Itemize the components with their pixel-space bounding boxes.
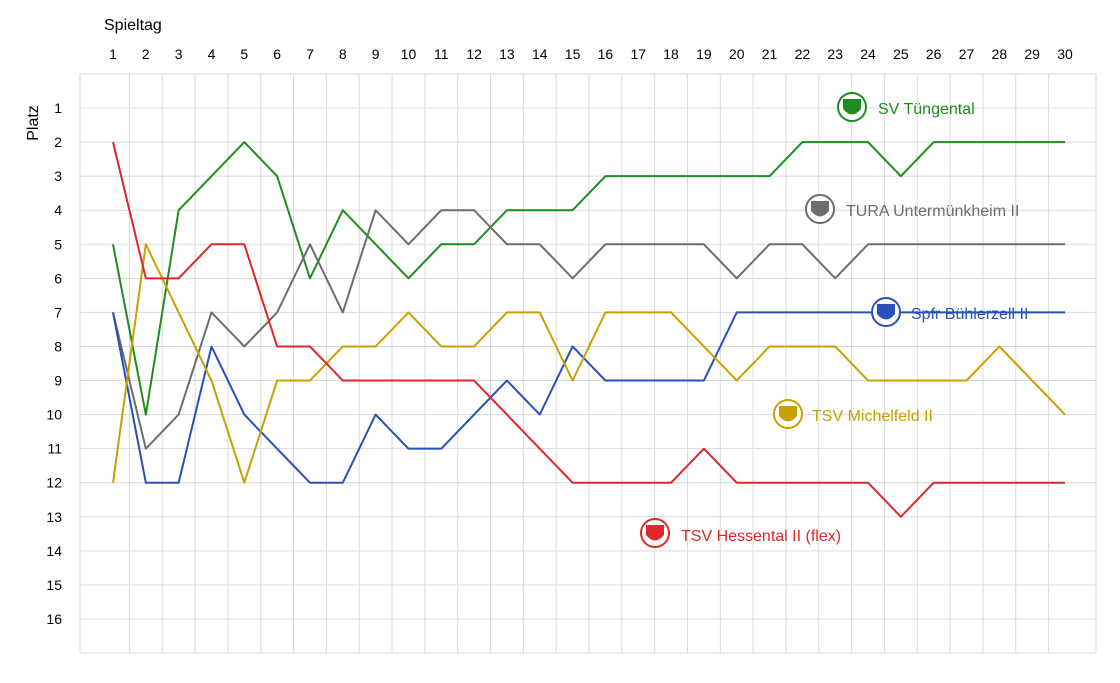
- y-tick-label: 8: [54, 338, 62, 354]
- x-tick-label: 4: [208, 46, 216, 62]
- x-tick-label: 11: [434, 46, 449, 62]
- x-tick-label: 25: [893, 46, 909, 62]
- sv-tuengental-logo: [837, 92, 867, 122]
- x-tick-label: 21: [762, 46, 778, 62]
- x-tick-label: 2: [142, 46, 150, 62]
- x-tick-label: 26: [926, 46, 942, 62]
- series-label: TSV Hessental II (flex): [681, 528, 841, 545]
- x-tick-label: 8: [339, 46, 347, 62]
- x-tick-label: 28: [992, 46, 1008, 62]
- x-tick-label: 6: [273, 46, 281, 62]
- x-tick-label: 19: [696, 46, 712, 62]
- y-tick-label: 6: [54, 270, 62, 286]
- y-tick-label: 12: [46, 475, 62, 491]
- series-label: Spfr Bühlerzell II: [911, 306, 1028, 323]
- x-tick-label: 27: [959, 46, 975, 62]
- x-tick-label: 22: [795, 46, 811, 62]
- x-tick-label: 30: [1057, 46, 1073, 62]
- x-tick-label: 10: [401, 46, 417, 62]
- y-tick-label: 14: [46, 543, 62, 559]
- x-tick-label: 17: [630, 46, 646, 62]
- y-tick-label: 9: [54, 373, 62, 389]
- x-axis-title: Spieltag: [104, 17, 162, 34]
- y-tick-label: 10: [46, 407, 62, 423]
- x-tick-label: 18: [663, 46, 679, 62]
- series-line: [112, 243, 1066, 484]
- y-tick-label: 16: [46, 611, 62, 627]
- y-tick-label: 7: [54, 304, 62, 320]
- x-tick-label: 15: [565, 46, 581, 62]
- x-tick-labels: 1 2 3 4 5 6 7 8 9 10 11 12 13 14 15 16 17 18 19 20 21 22 23 24 2…: [109, 46, 1073, 62]
- y-tick-label: 4: [54, 202, 62, 218]
- y-tick-label: 13: [46, 509, 62, 525]
- x-tick-label: 29: [1024, 46, 1040, 62]
- tsv-hessental-logo: [640, 518, 670, 548]
- y-axis-title: Platz: [25, 105, 42, 141]
- x-tick-label: 24: [860, 46, 876, 62]
- y-tick-label: 2: [54, 134, 62, 150]
- x-tick-label: 1: [109, 46, 117, 62]
- y-tick-label: 15: [46, 577, 62, 593]
- series-lines: [112, 141, 1066, 518]
- series-line: [112, 141, 1065, 416]
- y-tick-label: 1: [54, 100, 62, 116]
- x-tick-label: 12: [466, 46, 482, 62]
- x-tick-label: 20: [729, 46, 745, 62]
- series-label: TURA Untermünkheim II: [846, 203, 1019, 220]
- x-tick-label: 14: [532, 46, 548, 62]
- x-tick-label: 5: [240, 46, 248, 62]
- series-labels: SV Tüngental TURA Untermünkheim II Spfr Bü…: [640, 92, 1028, 548]
- series-label: SV Tüngental: [878, 101, 975, 118]
- tsv-michelfeld-logo: [773, 399, 803, 429]
- x-tick-label: 16: [598, 46, 614, 62]
- y-tick-label: 11: [47, 441, 62, 457]
- y-tick-label: 3: [54, 168, 62, 184]
- series-label: TSV Michelfeld II: [812, 408, 933, 425]
- y-tick-label: 5: [54, 236, 62, 252]
- spfr-buehlerzell-logo: [871, 297, 901, 327]
- series-line: [112, 311, 1065, 484]
- x-tick-label: 9: [372, 46, 380, 62]
- x-tick-label: 13: [499, 46, 515, 62]
- x-tick-label: 3: [175, 46, 183, 62]
- tura-untermuenkheim-logo: [805, 194, 835, 224]
- series-line: [112, 209, 1065, 450]
- series-line: [112, 141, 1065, 518]
- x-tick-label: 7: [306, 46, 314, 62]
- x-tick-label: 23: [827, 46, 843, 62]
